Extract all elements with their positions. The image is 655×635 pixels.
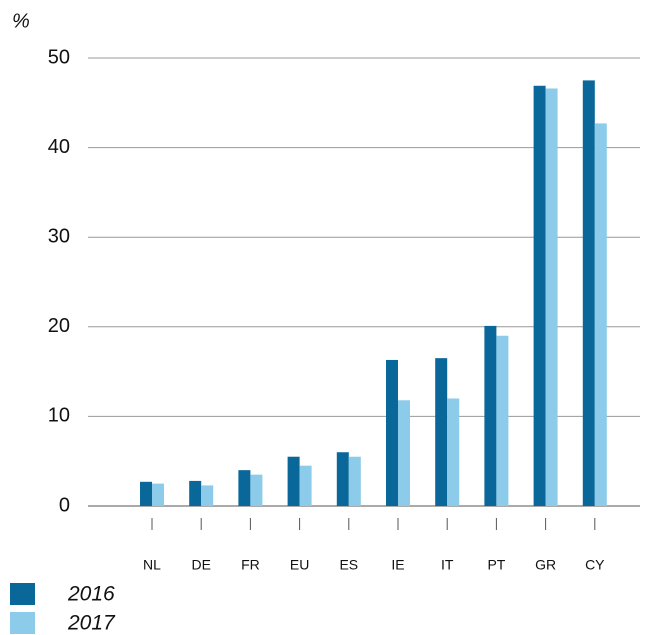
bar [447, 398, 460, 506]
bar [545, 88, 558, 507]
bar [484, 325, 497, 506]
bar [189, 480, 202, 506]
bar [435, 358, 448, 506]
x-tick-label: IT [441, 557, 454, 573]
x-tick-label: PT [487, 557, 505, 573]
bar [533, 85, 546, 506]
bar [201, 485, 214, 506]
y-tick-label: 40 [48, 136, 70, 158]
bar [140, 481, 152, 506]
bar [336, 452, 349, 506]
bar [386, 359, 398, 506]
y-axis-label: % [12, 10, 30, 32]
legend-swatch [10, 583, 35, 605]
x-tick-label: DE [191, 557, 210, 573]
x-tick-label: GR [535, 557, 556, 573]
bar [238, 470, 251, 506]
bar [250, 474, 263, 506]
y-tick-label: 50 [48, 46, 70, 68]
x-tick-label: FR [241, 557, 260, 573]
bar [299, 465, 312, 506]
x-tick-label: IE [391, 557, 404, 573]
bar [152, 483, 164, 506]
bar [594, 123, 607, 507]
legend-label: 2016 [67, 583, 115, 606]
bar [496, 335, 509, 506]
x-tick-label: NL [143, 557, 161, 573]
bar [582, 80, 595, 507]
bar [287, 456, 300, 506]
y-tick-label: 0 [59, 494, 70, 516]
y-tick-label: 30 [48, 225, 70, 247]
y-tick-label: 10 [48, 405, 70, 427]
bar [398, 400, 410, 506]
legend-label: 2017 [67, 612, 116, 635]
legend-swatch [10, 612, 35, 634]
y-tick-label: 20 [48, 315, 70, 337]
x-tick-label: CY [585, 557, 605, 573]
bar [348, 456, 361, 506]
x-tick-label: EU [290, 557, 309, 573]
x-tick-label: ES [339, 557, 358, 573]
